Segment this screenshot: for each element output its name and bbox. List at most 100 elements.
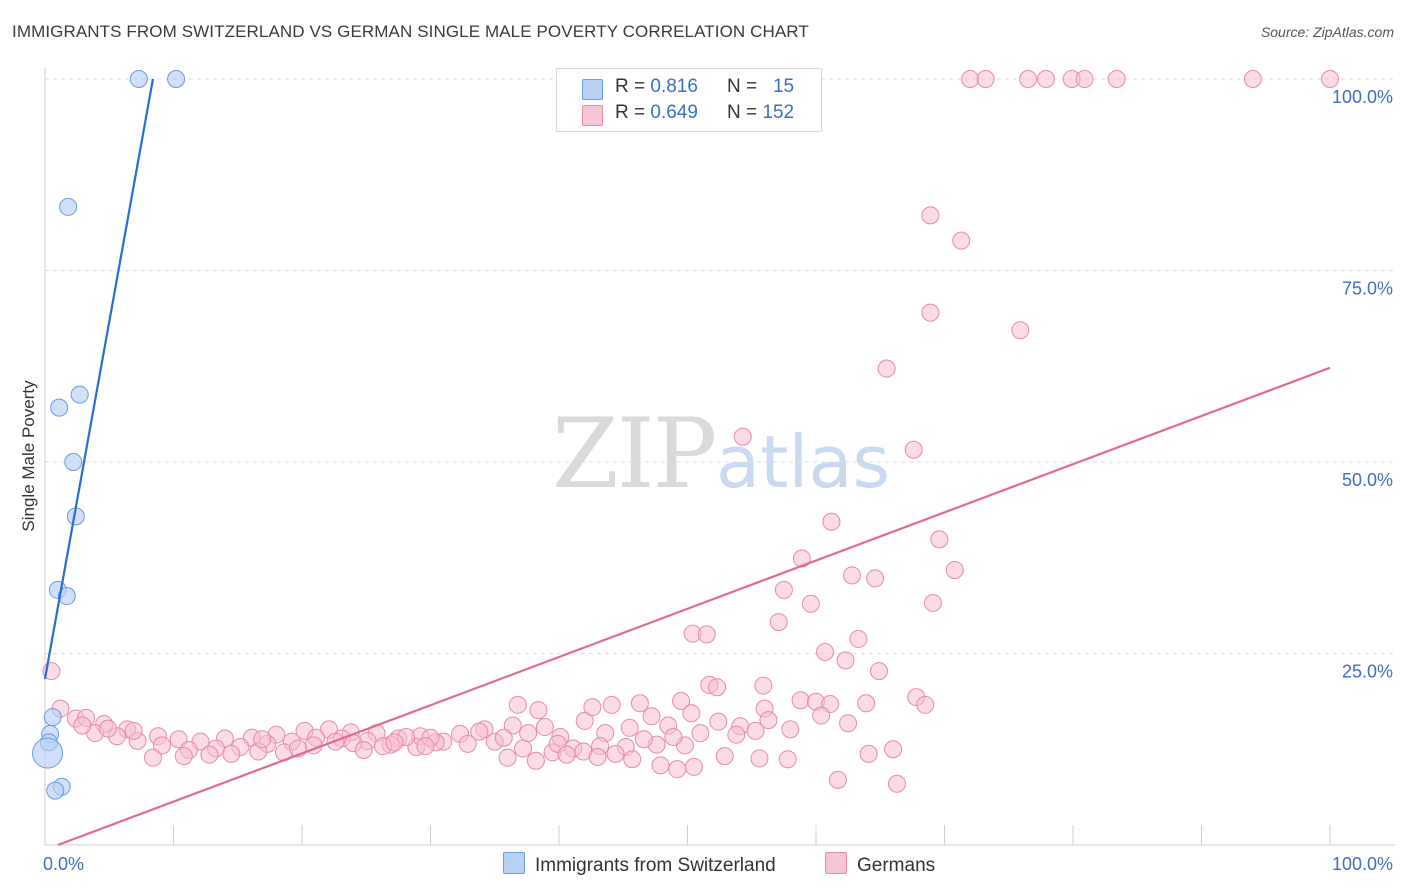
germans-point <box>503 716 522 735</box>
germans-point <box>961 70 980 88</box>
germans-point <box>514 739 533 758</box>
germans-point <box>952 231 971 250</box>
germans-point <box>1075 70 1094 88</box>
germans-point <box>623 750 642 769</box>
germans-point <box>822 512 841 531</box>
germans-point <box>634 730 653 749</box>
germans-point <box>916 695 935 714</box>
germans-point <box>470 722 489 741</box>
germans-point <box>1321 70 1339 88</box>
switzerland-point <box>167 70 186 88</box>
x-tick-label: 0.0% <box>43 854 84 874</box>
germans-point <box>668 760 687 779</box>
germans-point <box>839 714 858 733</box>
germans-point <box>143 748 162 767</box>
germans-point <box>709 712 728 731</box>
legend-r-switzerland: R = 0.816 <box>615 76 698 97</box>
germans-point <box>869 662 888 681</box>
germans-point <box>354 741 373 760</box>
germans-point <box>884 740 903 759</box>
y-axis-label: Single Male Poverty <box>19 380 38 532</box>
switzerland-point <box>57 587 76 606</box>
germans-point <box>416 737 435 756</box>
germans-point <box>620 718 639 737</box>
legend-swatch-blue <box>582 79 603 100</box>
y-tick-label: 50.0% <box>1342 470 1393 490</box>
chart-title: IMMIGRANTS FROM SWITZERLAND VS GERMAN SI… <box>12 22 809 41</box>
germans-point <box>866 569 885 588</box>
germans-point <box>588 747 607 766</box>
germans-point <box>930 530 949 549</box>
germans-point <box>535 718 554 737</box>
germans-point <box>630 694 649 713</box>
germans-point <box>682 704 701 723</box>
germans-point <box>1019 70 1038 88</box>
switzerland-point <box>129 70 148 88</box>
germans-point <box>976 70 995 88</box>
germans-point <box>750 749 769 768</box>
switzerland-point <box>50 398 69 417</box>
bottom-legend-swatch-blue <box>503 852 525 874</box>
germans-point <box>921 303 940 322</box>
germans-point <box>759 711 778 730</box>
germans-point <box>887 774 906 793</box>
y-tick-label: 75.0% <box>1342 279 1393 299</box>
germans-point <box>859 744 878 763</box>
switzerland-point <box>32 737 64 769</box>
germans-point <box>904 440 923 459</box>
germans-point <box>583 698 602 717</box>
germans-point <box>791 691 810 710</box>
germans-point <box>557 745 576 764</box>
y-tick-label: 25.0% <box>1342 662 1393 682</box>
germans-point <box>708 678 727 697</box>
germans-point <box>526 751 545 770</box>
germans-point <box>1107 70 1126 88</box>
germans-point <box>715 747 734 766</box>
germans-point <box>1037 70 1056 88</box>
legend-r-germans: R = 0.649 <box>615 102 698 123</box>
switzerland-point <box>43 708 62 727</box>
x-tick-label: 100.0% <box>1332 854 1393 874</box>
germans-point <box>73 716 92 735</box>
germans-point <box>1011 321 1030 340</box>
germans-point <box>222 744 241 763</box>
germans-point <box>849 629 868 648</box>
germans-point <box>575 711 594 730</box>
germans-point <box>672 691 691 710</box>
germans-point <box>152 736 171 755</box>
germans-point <box>733 427 752 446</box>
germans-point <box>602 695 621 714</box>
germans-point <box>754 676 773 695</box>
source-credit: Source: ZipAtlas.com <box>1260 24 1394 40</box>
germans-point <box>98 719 117 738</box>
germans-point <box>774 580 793 599</box>
germans-point <box>200 745 219 764</box>
switzerland-point <box>64 453 83 471</box>
germans-point <box>664 727 683 746</box>
germans-point <box>498 748 517 767</box>
germans-point <box>508 695 527 714</box>
germans-point <box>828 770 847 789</box>
germans-point <box>519 724 538 743</box>
germans-point <box>923 593 942 612</box>
germans-point <box>174 747 193 766</box>
germans-point <box>458 734 477 753</box>
germans-point <box>945 561 964 580</box>
germans-point <box>691 724 710 743</box>
germans-point <box>684 757 703 776</box>
legend-n-switzerland: N = 15 <box>727 76 795 97</box>
switzerland-point <box>59 197 78 216</box>
bottom-legend-germans: Germans <box>825 852 935 877</box>
germans-point <box>781 720 800 739</box>
germans-point <box>877 359 896 378</box>
switzerland-trendline <box>43 78 155 679</box>
bottom-legend-switzerland: Immigrants from Switzerland <box>503 852 776 877</box>
germans-point <box>385 733 404 752</box>
germans-point <box>642 707 661 726</box>
germans-point <box>1243 70 1262 88</box>
germans-point <box>857 694 876 713</box>
legend-n-germans: N = 152 <box>727 102 795 123</box>
switzerland-point <box>70 385 89 404</box>
germans-point <box>727 725 746 744</box>
